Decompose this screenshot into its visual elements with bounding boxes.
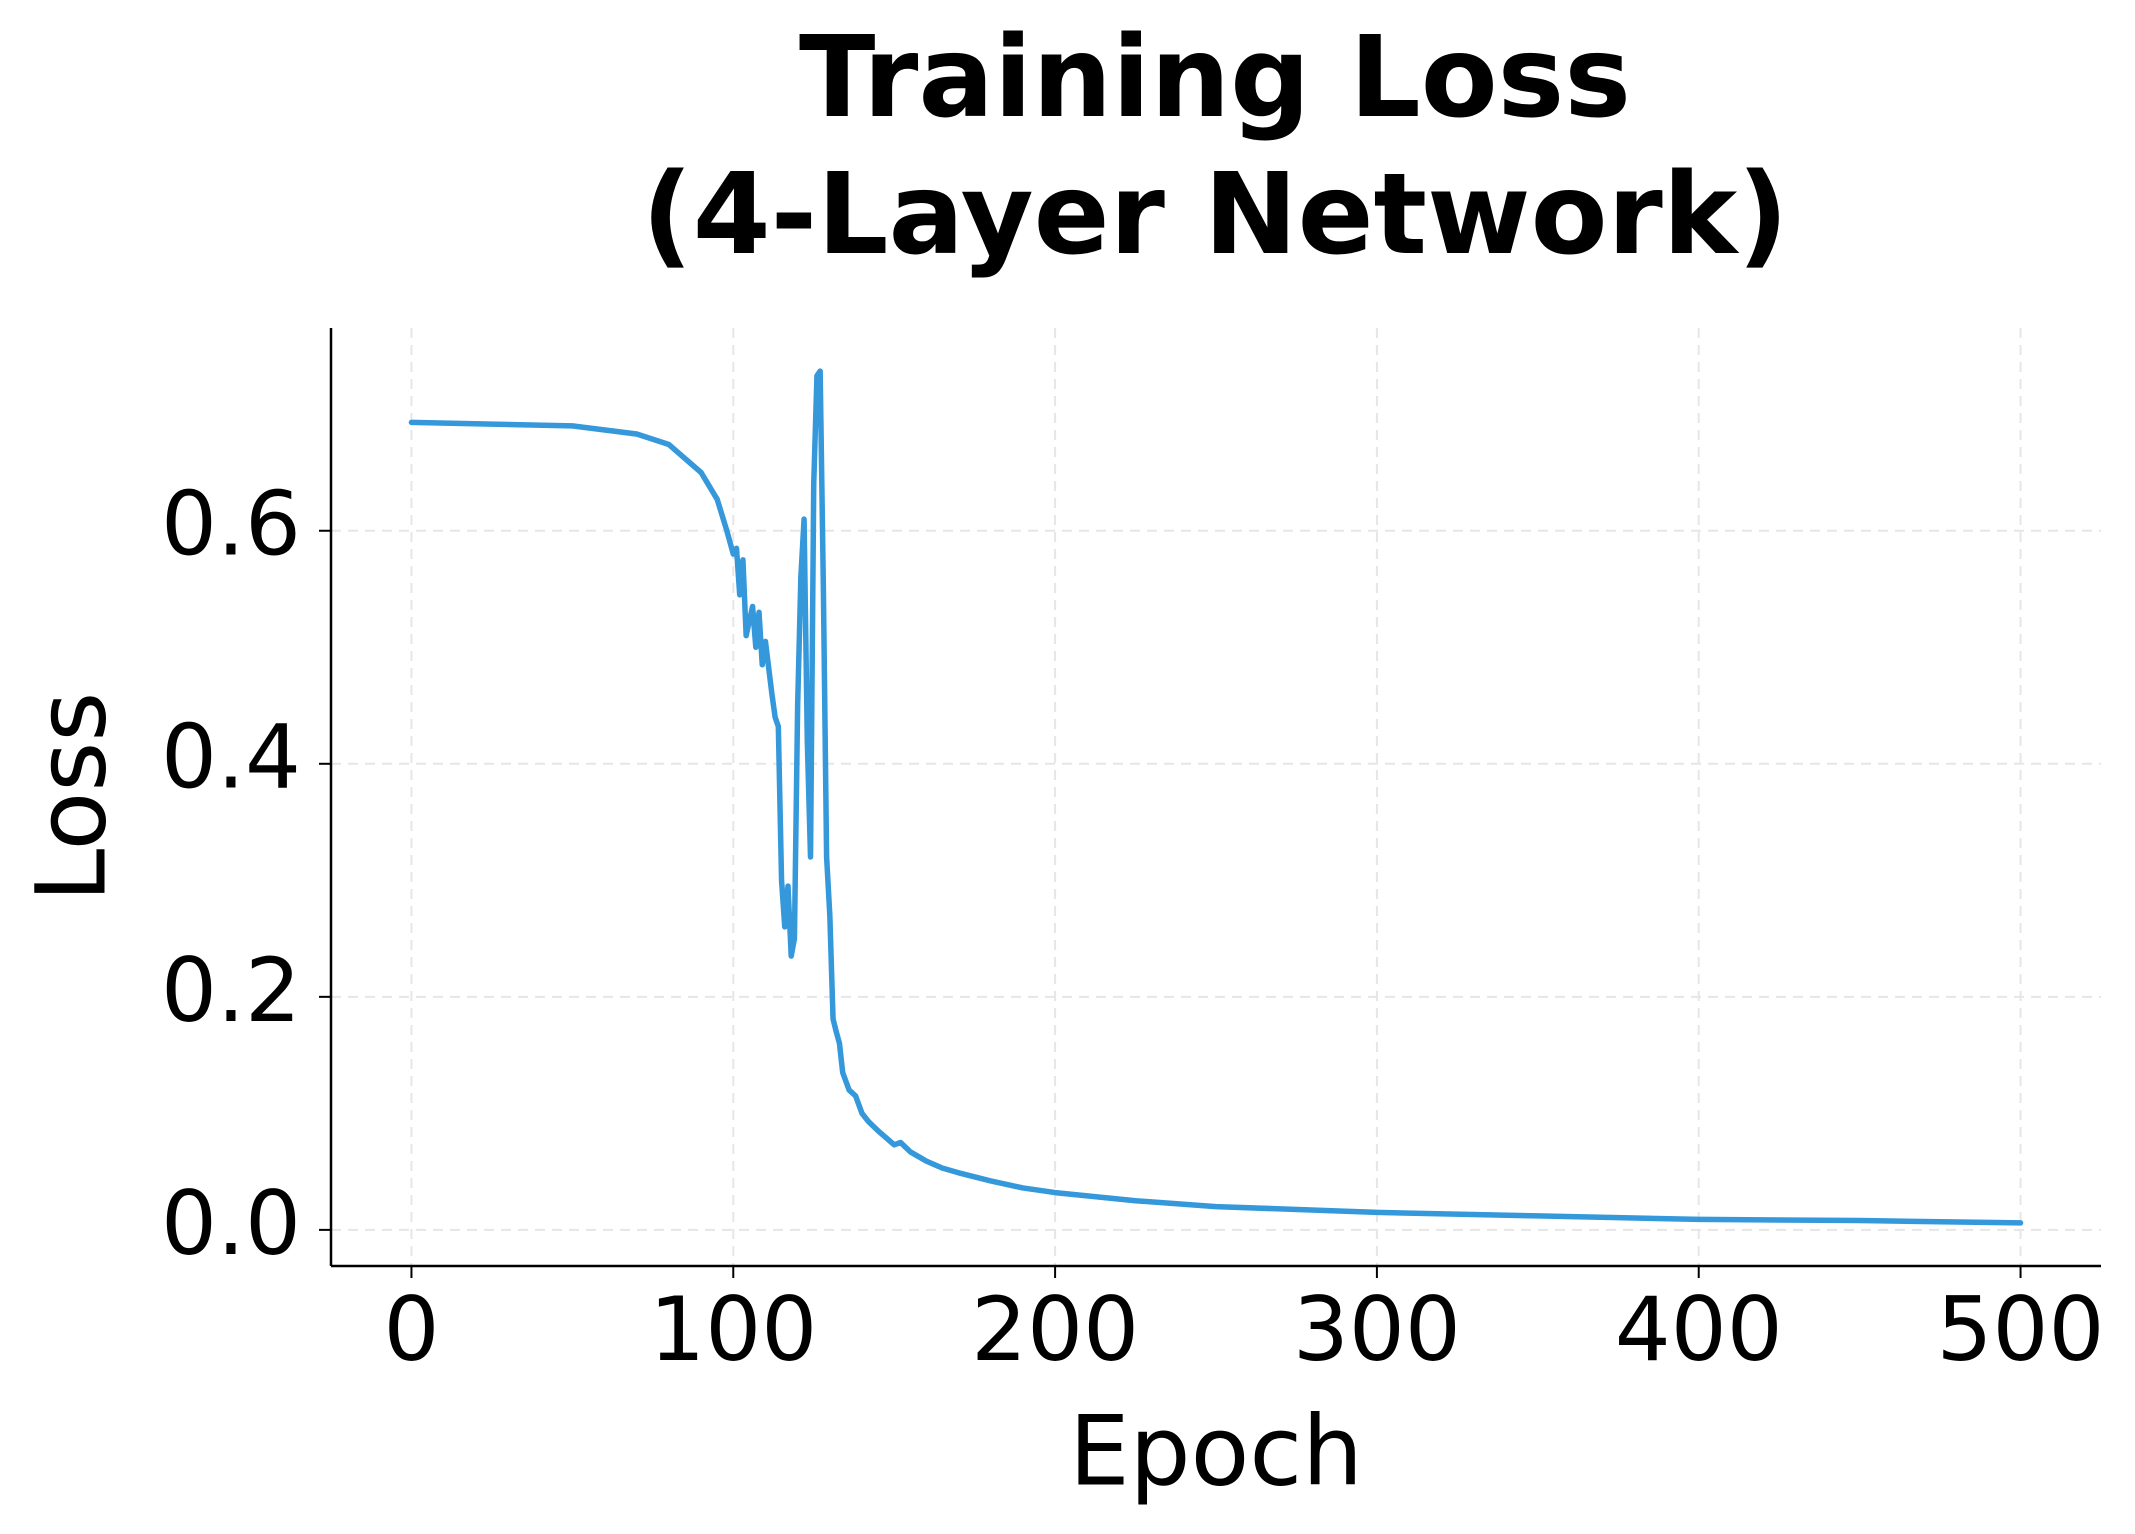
y-tick-label: 0.0 [161, 1172, 301, 1275]
y-tick-label: 0.6 [161, 473, 301, 576]
x-tick-label: 500 [1937, 1278, 2105, 1381]
y-tick-label: 0.4 [161, 706, 301, 809]
chart-title: Training Loss [799, 13, 1631, 143]
y-axis-label: Loss [15, 692, 127, 903]
x-tick-label: 0 [383, 1278, 439, 1381]
y-tick-label: 0.2 [161, 939, 301, 1042]
x-tick-label: 100 [649, 1278, 817, 1381]
x-tick-label: 400 [1615, 1278, 1783, 1381]
x-axis-label: Epoch [1069, 1395, 1363, 1507]
x-tick-label: 300 [1293, 1278, 1461, 1381]
x-tick-label: 200 [971, 1278, 1139, 1381]
chart-title: (4-Layer Network) [642, 150, 1789, 280]
loss-line [408, 368, 2024, 1226]
